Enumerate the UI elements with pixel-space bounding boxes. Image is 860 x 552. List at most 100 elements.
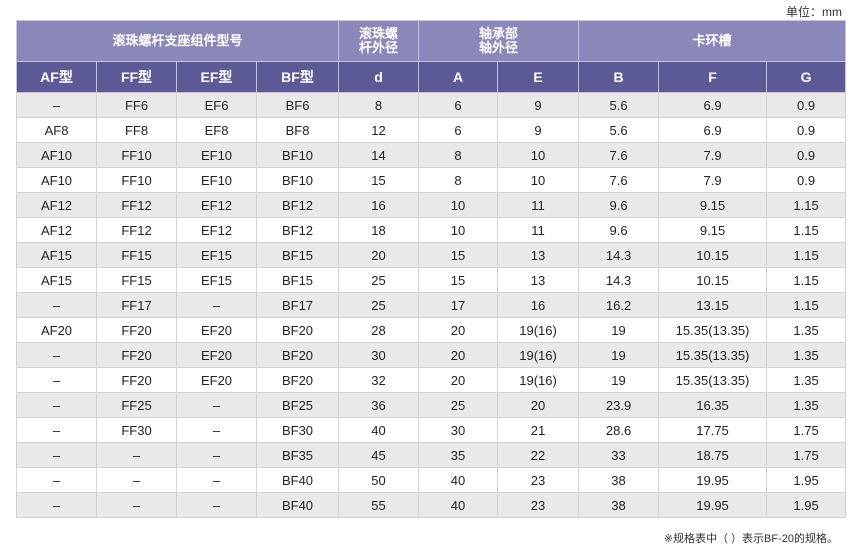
cell-d: 12 bbox=[338, 117, 420, 143]
cell-af: AF12 bbox=[16, 192, 97, 218]
cell-af: AF8 bbox=[16, 117, 97, 143]
cell-d: 8 bbox=[338, 92, 420, 118]
cell-d: 14 bbox=[338, 142, 420, 168]
table-row: AF8 FF8 EF8 BF8 12 6 9 5.6 6.9 0.9 bbox=[16, 117, 847, 143]
cell-af: AF10 bbox=[16, 167, 97, 193]
cell-b: 9.6 bbox=[578, 217, 660, 243]
header-g: G bbox=[766, 61, 847, 93]
cell-d: 28 bbox=[338, 317, 420, 343]
cell-a: 17 bbox=[418, 292, 499, 318]
cell-f: 17.75 bbox=[658, 417, 768, 443]
cell-af: – bbox=[16, 367, 97, 393]
cell-e: 13 bbox=[497, 267, 580, 293]
cell-af: AF10 bbox=[16, 142, 97, 168]
cell-d: 15 bbox=[338, 167, 420, 193]
cell-bf: BF12 bbox=[255, 192, 340, 218]
cell-ef: EF15 bbox=[176, 242, 257, 268]
cell-ff: FF8 bbox=[96, 117, 177, 143]
cell-d: 45 bbox=[338, 442, 420, 468]
cell-ff: – bbox=[96, 442, 177, 468]
cell-a: 10 bbox=[418, 192, 499, 218]
cell-b: 19 bbox=[578, 342, 660, 368]
cell-f: 19.95 bbox=[658, 467, 768, 493]
cell-ff: FF25 bbox=[96, 392, 177, 418]
cell-bf: BF8 bbox=[255, 117, 340, 143]
table-row: – FF20 EF20 BF20 30 20 19(16) 19 15.35(13.35) 1.3… bbox=[16, 342, 847, 368]
cell-e: 11 bbox=[497, 217, 580, 243]
cell-a: 30 bbox=[418, 417, 499, 443]
header-ef: EF型 bbox=[176, 61, 257, 93]
cell-ff: – bbox=[96, 492, 177, 518]
table-row: AF20 FF20 EF20 BF20 28 20 19(16) 19 15.35(13.35)… bbox=[16, 317, 847, 343]
cell-bf: BF25 bbox=[255, 392, 340, 418]
cell-ef: – bbox=[176, 417, 257, 443]
footnote: ※规格表中（ ）表示BF-20的规格。 bbox=[663, 533, 838, 545]
cell-bf: BF15 bbox=[255, 242, 340, 268]
cell-bf: BF17 bbox=[255, 292, 340, 318]
cell-g: 1.15 bbox=[766, 217, 847, 243]
cell-ff: FF15 bbox=[96, 267, 177, 293]
cell-b: 19 bbox=[578, 317, 660, 343]
cell-d: 55 bbox=[338, 492, 420, 518]
cell-f: 10.15 bbox=[658, 267, 768, 293]
cell-d: 18 bbox=[338, 217, 420, 243]
cell-b: 16.2 bbox=[578, 292, 660, 318]
cell-af: – bbox=[16, 292, 97, 318]
cell-bf: BF40 bbox=[255, 492, 340, 518]
cell-a: 6 bbox=[418, 92, 499, 118]
table-row: – FF6 EF6 BF6 8 6 9 5.6 6.9 0.9 bbox=[16, 92, 847, 118]
cell-ef: EF10 bbox=[176, 142, 257, 168]
header-bearing-od-line2: 轴外径 bbox=[479, 40, 519, 55]
cell-a: 20 bbox=[418, 342, 499, 368]
table-row: AF12 FF12 EF12 BF12 18 10 11 9.6 9.15 1.15 bbox=[16, 217, 847, 243]
cell-ef: EF20 bbox=[176, 317, 257, 343]
header-bearing-od-line1: 轴承部 bbox=[479, 26, 519, 41]
cell-e: 20 bbox=[497, 392, 580, 418]
cell-b: 7.6 bbox=[578, 142, 660, 168]
cell-bf: BF10 bbox=[255, 142, 340, 168]
cell-f: 19.95 bbox=[658, 492, 768, 518]
cell-d: 25 bbox=[338, 292, 420, 318]
cell-ef: EF15 bbox=[176, 267, 257, 293]
cell-b: 19 bbox=[578, 367, 660, 393]
cell-ff: FF17 bbox=[96, 292, 177, 318]
cell-e: 19(16) bbox=[497, 367, 580, 393]
cell-ef: EF12 bbox=[176, 192, 257, 218]
cell-f: 10.15 bbox=[658, 242, 768, 268]
cell-af: – bbox=[16, 442, 97, 468]
cell-bf: BF6 bbox=[255, 92, 340, 118]
cell-f: 16.35 bbox=[658, 392, 768, 418]
cell-ef: EF12 bbox=[176, 217, 257, 243]
cell-d: 32 bbox=[338, 367, 420, 393]
cell-e: 11 bbox=[497, 192, 580, 218]
cell-ff: FF20 bbox=[96, 317, 177, 343]
cell-ef: EF10 bbox=[176, 167, 257, 193]
cell-ff: FF20 bbox=[96, 342, 177, 368]
cell-af: – bbox=[16, 342, 97, 368]
cell-g: 0.9 bbox=[766, 92, 847, 118]
cell-a: 25 bbox=[418, 392, 499, 418]
cell-d: 36 bbox=[338, 392, 420, 418]
cell-g: 1.35 bbox=[766, 392, 847, 418]
cell-e: 19(16) bbox=[497, 342, 580, 368]
table-row: AF15 FF15 EF15 BF15 20 15 13 14.3 10.15 1.15 bbox=[16, 242, 847, 268]
cell-ef: EF20 bbox=[176, 342, 257, 368]
cell-ff: FF10 bbox=[96, 142, 177, 168]
cell-g: 1.35 bbox=[766, 317, 847, 343]
cell-g: 1.75 bbox=[766, 417, 847, 443]
cell-ef: – bbox=[176, 292, 257, 318]
cell-ef: – bbox=[176, 442, 257, 468]
cell-d: 16 bbox=[338, 192, 420, 218]
header-a: A bbox=[418, 61, 499, 93]
cell-bf: BF30 bbox=[255, 417, 340, 443]
cell-e: 13 bbox=[497, 242, 580, 268]
cell-d: 20 bbox=[338, 242, 420, 268]
table-row: – FF25– BF25 36 25 20 23.9 16.35 1.35 bbox=[16, 392, 847, 418]
cell-ef: EF6 bbox=[176, 92, 257, 118]
cell-ff: FF20 bbox=[96, 367, 177, 393]
cell-b: 7.6 bbox=[578, 167, 660, 193]
table-row: AF10 FF10 EF10 BF10 14 8 10 7.6 7.9 0.9 bbox=[16, 142, 847, 168]
cell-bf: BF40 bbox=[255, 467, 340, 493]
cell-bf: BF20 bbox=[255, 317, 340, 343]
cell-f: 7.9 bbox=[658, 167, 768, 193]
